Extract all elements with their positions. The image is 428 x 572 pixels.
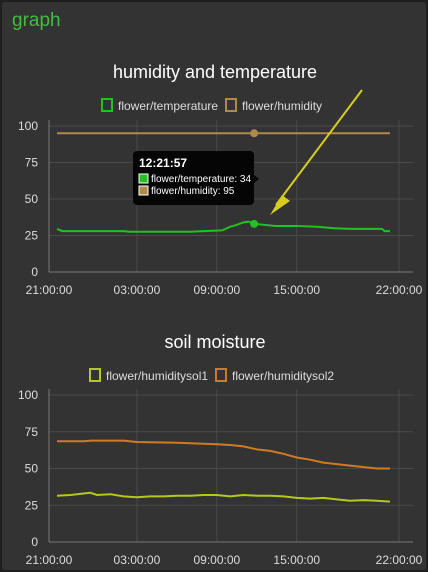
y-tick-label: 75 (25, 156, 39, 170)
legend-swatch (225, 98, 237, 112)
y-tick-label: 100 (18, 119, 38, 133)
series-line-2 (57, 439, 390, 470)
x-tick-label: 21:00:00 (26, 553, 73, 567)
tooltip-pointer (254, 175, 259, 183)
annotation-arrow-shaft (275, 89, 363, 206)
y-tick-label: 0 (31, 265, 38, 279)
chart-1: humidity and temperature flower/temperatu… (18, 62, 423, 297)
hover-point-2 (250, 129, 259, 138)
y-tick-label: 50 (25, 462, 39, 476)
legend-swatch (89, 368, 101, 382)
series-line-1 (56, 220, 390, 233)
x-tick-label: 15:00:00 (273, 283, 320, 297)
y-tick-label: 50 (25, 192, 39, 206)
tooltip-swatch (138, 185, 149, 196)
x-tick-label: 09:00:00 (193, 283, 240, 297)
x-tick-label: 15:00:00 (273, 553, 320, 567)
y-tick-label: 0 (31, 535, 38, 549)
y-tick-label: 100 (18, 388, 38, 402)
tooltip: 12:21:57 flower/temperature: 34flower/hum… (133, 151, 259, 205)
tooltip-time: 12:21:57 (139, 156, 187, 170)
series-line-1 (56, 491, 391, 503)
y-tick-label: 25 (25, 498, 39, 512)
hover-point-1 (250, 219, 259, 228)
y-tick-label: 25 (25, 229, 39, 243)
tooltip-swatch (138, 173, 149, 184)
legend-swatch (101, 98, 113, 112)
tooltip-box (133, 151, 254, 205)
x-tick-label: 03:00:00 (114, 283, 161, 297)
legend-label: flower/humiditysol1 (106, 369, 208, 383)
chart-title: humidity and temperature (113, 62, 317, 82)
group-title: graph (12, 10, 61, 31)
legend-label: flower/humidity (242, 99, 322, 113)
x-tick-label: 21:00:00 (26, 283, 73, 297)
tooltip-item: flower/humidity: 95 (151, 186, 235, 197)
x-tick-label: 09:00:00 (193, 553, 240, 567)
legend-label: flower/temperature (118, 99, 218, 113)
legend-swatch (215, 368, 227, 382)
annotation-arrow-head (270, 195, 290, 215)
y-tick-label: 75 (25, 425, 39, 439)
x-tick-label: 22:00:00 (376, 553, 423, 567)
chart-title: soil moisture (164, 332, 265, 352)
x-tick-label: 22:00:00 (376, 283, 423, 297)
tooltip-item: flower/temperature: 34 (151, 174, 251, 185)
chart-2: soil moisture flower/humiditysol1 flower/h… (18, 332, 423, 567)
legend-label: flower/humiditysol2 (232, 369, 334, 383)
x-tick-label: 03:00:00 (114, 553, 161, 567)
